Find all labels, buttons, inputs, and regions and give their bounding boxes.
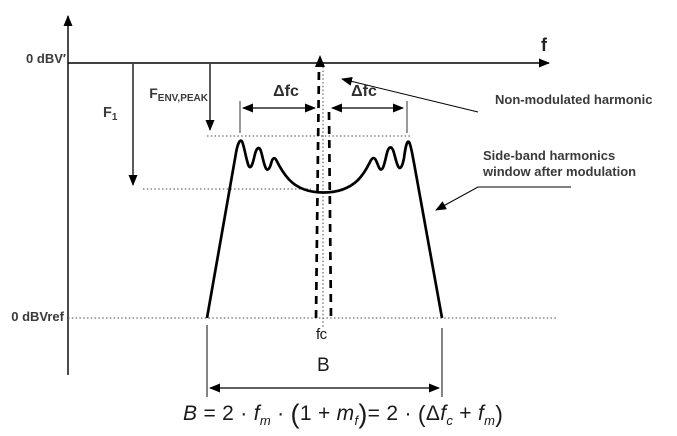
formula-eq2: = 2 · (367, 402, 418, 425)
formula-mf: m (336, 402, 355, 425)
bandwidth-formula: B = 2 · fm · (1 + mf)= 2 · (Δfc + fm) (183, 399, 503, 430)
bandwidth-label: B (317, 355, 330, 376)
formula-rparen2: ) (495, 401, 504, 427)
formula-B: B (183, 402, 198, 425)
sideband-annotation-line2: window after modulation (483, 164, 637, 179)
formula-delta: Δ (425, 402, 441, 425)
f1-label: F1 (103, 105, 117, 123)
fenv-sub: ENV,PEAK (157, 93, 208, 104)
y-axis-bottom-label: 0 dBVref (11, 309, 64, 324)
sideband-annotation-line1: Side-band harmonics (483, 148, 616, 163)
y-axis-top-label: 0 dBV′ (26, 51, 66, 66)
x-axis-label: f (541, 35, 547, 55)
formula-eq1: = 2 · (197, 402, 254, 425)
formula-fm: f (253, 402, 260, 425)
formula-fc: f (440, 402, 447, 425)
dfc-left-label: Δfc (273, 83, 299, 100)
carrier-up-arrowhead-icon (315, 55, 325, 67)
fc-label: fc (316, 326, 327, 343)
formula-fm2: f (478, 402, 485, 425)
carrier-shifted-dashed-line (327, 111, 333, 319)
non-modulated-annotation: Non-modulated harmonic (495, 92, 653, 107)
formula-plus: + (453, 402, 478, 425)
formula-fm2-sub: m (484, 413, 496, 428)
formula-mf-sub: f (354, 413, 359, 428)
formula-rparen: ) (358, 399, 368, 429)
fenv-base: F (149, 85, 158, 101)
non-modulated-leader-arrow (341, 76, 479, 113)
sideband-envelope-curve (205, 139, 444, 319)
formula-dot: · (270, 402, 291, 425)
formula-lparen2: ( (417, 401, 426, 427)
dfc-right-label: Δfc (351, 83, 377, 100)
formula-fm-sub: m (259, 413, 271, 428)
f1-base: F (103, 105, 112, 121)
formula-lparen: ( (290, 399, 300, 429)
formula-one-plus: 1 + (299, 402, 337, 425)
sideband-annotation: Side-band harmonics window after modulat… (483, 148, 636, 180)
sideband-leader-arrow (435, 186, 571, 211)
formula-fc-sub: c (446, 413, 454, 428)
f1-sub: 1 (111, 112, 118, 123)
fenv-peak-label: FENV,PEAK (130, 85, 208, 104)
